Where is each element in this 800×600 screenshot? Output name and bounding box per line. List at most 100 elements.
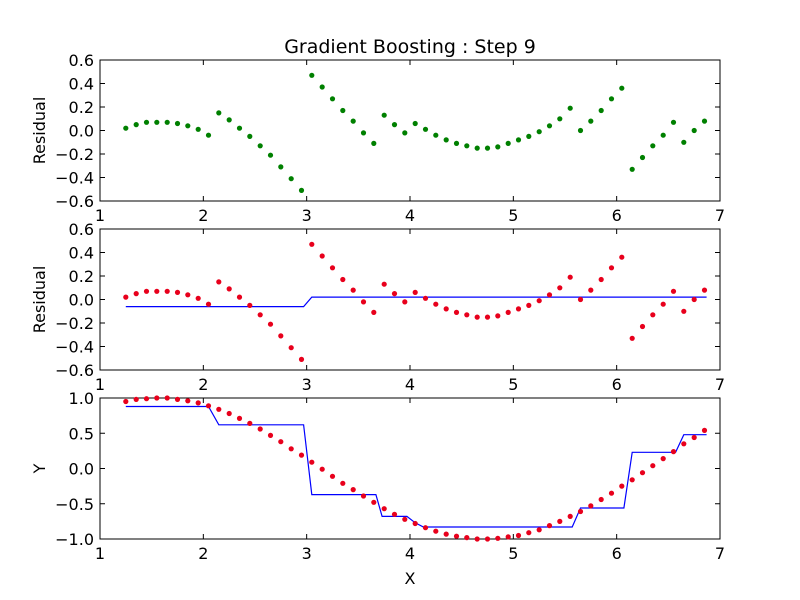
y-tick-label: 0.0 [69,460,94,479]
data-point [329,473,336,479]
x-tick-label: 3 [302,206,312,225]
x-tick-label: 2 [198,375,208,394]
x-tick-label: 1 [95,206,105,225]
data-point [433,301,439,307]
data-point [453,309,460,315]
data-point [650,312,656,318]
data-point [505,534,511,540]
data-point [412,520,418,527]
data-point [164,395,170,401]
x-tick-label: 7 [715,206,725,225]
data-point [577,127,584,134]
data-point [391,291,398,297]
data-point [174,396,181,402]
data-point [319,253,325,259]
data-point [298,356,305,362]
data-point [464,312,470,318]
data-point [236,294,243,300]
data-point [639,470,646,476]
x-tick-label: 3 [302,544,312,563]
data-point [546,523,553,529]
data-point [319,84,325,90]
data-point [526,302,532,308]
data-point [464,535,470,541]
data-point [484,536,491,542]
data-point [588,503,594,509]
data-point [484,314,491,320]
x-tick-label: 7 [715,375,725,394]
data-point [205,301,212,307]
data-point [598,107,604,114]
data-point [650,143,656,149]
data-point [422,295,429,301]
data-point [402,299,408,305]
bottom-panel-frame [99,397,721,540]
top-panel-frame [99,59,721,202]
bottom-panel-xlabel: X [405,569,416,588]
data-point [123,398,129,405]
data-point [340,276,346,283]
data-point [412,289,418,295]
data-point [515,306,522,312]
data-point [464,143,470,149]
y-tick-label: 0.4 [69,244,94,263]
x-tick-label: 4 [405,375,415,394]
x-tick-label: 6 [612,206,622,225]
data-point [216,279,222,285]
data-point [701,118,708,124]
data-point [185,123,191,129]
data-point [536,129,542,135]
data-point [236,125,243,131]
data-point [619,254,625,260]
data-point [247,420,253,426]
y-tick-label: −0.2 [55,314,94,333]
data-point [588,287,594,293]
data-point [402,516,408,522]
data-point [174,120,181,127]
data-point [453,533,460,539]
middle-residual-panel: 1 2 3 4 5 6 7 0.6 0.4 0.2 0.0 −0.2 −0.4 −0.6 Residual [30,220,725,394]
y-tick-label: −0.4 [55,338,94,357]
middle-panel-marks [123,241,708,362]
figure-title: Gradient Boosting : Step 9 [284,36,536,58]
data-point [381,112,387,118]
data-point [247,302,253,308]
data-point [433,528,439,534]
data-point [629,335,635,341]
data-point [340,480,346,486]
data-point [650,463,656,469]
y-tick-label: 0.5 [69,424,94,443]
x-tick-label: 5 [508,375,518,394]
bottom-panel-marks [123,395,708,542]
data-point [701,427,708,433]
data-point [588,118,594,124]
data-point [226,117,232,123]
data-point [340,107,346,114]
data-point [608,490,615,496]
data-point [381,506,387,512]
data-point [484,145,491,151]
data-point [247,133,253,139]
data-point [309,241,315,247]
middle-panel-ylabel: Residual [30,266,49,334]
y-tick-label: −0.6 [55,361,94,380]
data-point [195,400,201,406]
y-tick-label: −0.2 [55,145,94,164]
x-tick-label: 2 [198,544,208,563]
data-point [236,415,243,421]
data-point [639,154,646,161]
x-tick-label: 3 [302,375,312,394]
data-point [195,295,201,301]
data-point [474,314,480,320]
data-point [443,137,449,143]
data-point [598,496,604,503]
x-tick-label: 4 [405,544,415,563]
data-point [567,274,573,280]
data-point [577,296,584,303]
y-tick-label: 0.0 [69,291,94,310]
data-point [257,426,263,432]
data-point [546,123,553,129]
data-point [185,292,191,298]
data-point [298,187,305,193]
data-point [495,313,501,319]
